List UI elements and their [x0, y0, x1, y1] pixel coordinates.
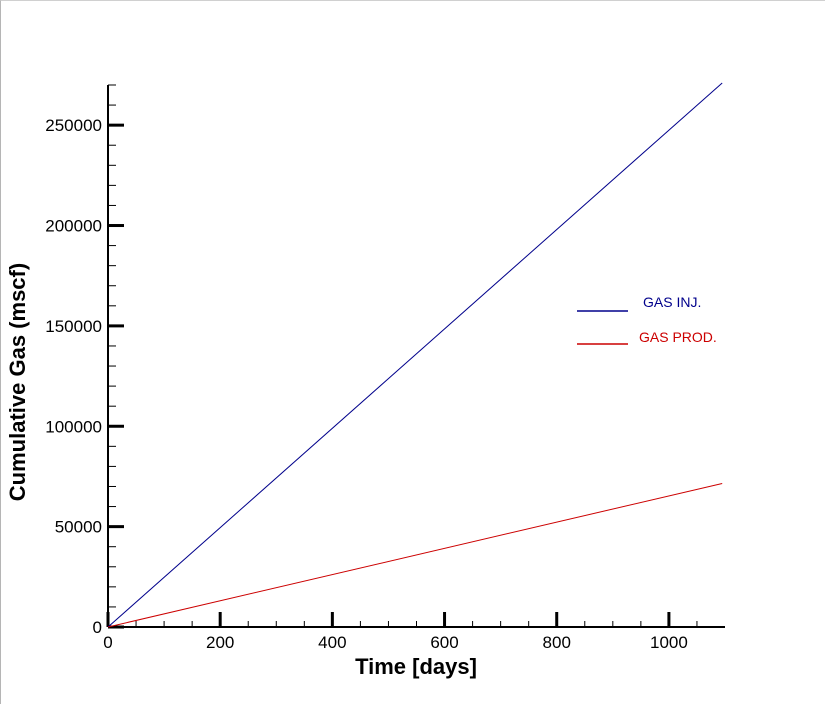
legend-label: GAS PROD.: [639, 329, 717, 345]
x-tick-label: 600: [430, 633, 458, 652]
x-tick-label: 1000: [650, 633, 688, 652]
series-line: [107, 482, 723, 628]
x-tick-label: 200: [206, 633, 234, 652]
legend-label: GAS INJ.: [643, 294, 701, 310]
x-tick-label: 0: [103, 633, 112, 652]
series-line: [107, 82, 723, 628]
x-tick-label: 800: [543, 633, 571, 652]
y-tick-labels: 0 50000 100000 150000 200000 250000: [45, 116, 102, 637]
y-tick-label: 150000: [45, 317, 102, 336]
x-axis-title: Time [days]: [355, 654, 477, 679]
y-tick-label: 250000: [45, 116, 102, 135]
x-tick-labels: 0 200 400 600 800 1000: [103, 633, 688, 652]
legend: GAS INJ. GAS PROD.: [577, 294, 717, 345]
y-axis-title: Cumulative Gas (mscf): [5, 263, 30, 501]
y-tick-label: 50000: [55, 518, 102, 537]
minor-ticks: [108, 84, 698, 627]
y-tick-label: 0: [93, 618, 102, 637]
major-ticks: [106, 123, 671, 629]
x-tick-label: 400: [318, 633, 346, 652]
series-lines: [107, 82, 723, 628]
y-tick-label: 100000: [45, 417, 102, 436]
y-tick-label: 200000: [45, 217, 102, 236]
